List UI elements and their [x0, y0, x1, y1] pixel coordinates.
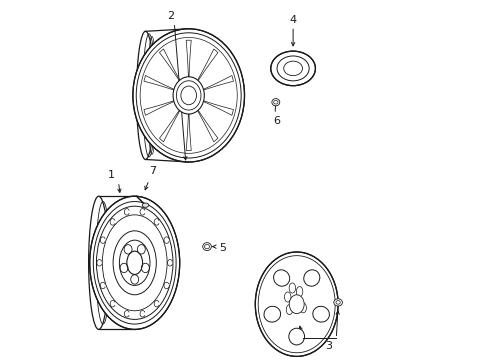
Polygon shape [186, 40, 191, 77]
Polygon shape [143, 101, 174, 115]
Ellipse shape [126, 251, 142, 274]
Ellipse shape [273, 270, 289, 286]
Text: 2: 2 [167, 11, 174, 21]
Polygon shape [159, 110, 180, 142]
Polygon shape [197, 110, 218, 142]
Ellipse shape [173, 77, 204, 114]
Text: 7: 7 [149, 166, 156, 176]
Ellipse shape [264, 306, 280, 322]
Ellipse shape [303, 270, 319, 286]
Ellipse shape [136, 31, 154, 159]
Polygon shape [197, 49, 218, 81]
Ellipse shape [89, 196, 179, 329]
Ellipse shape [203, 243, 211, 251]
Text: 4: 4 [289, 15, 296, 25]
Ellipse shape [289, 295, 304, 314]
Ellipse shape [142, 203, 148, 207]
Text: 3: 3 [325, 341, 332, 351]
Text: 1: 1 [107, 170, 115, 180]
Polygon shape [143, 76, 174, 90]
Ellipse shape [88, 196, 108, 329]
Ellipse shape [333, 299, 342, 306]
Ellipse shape [181, 86, 196, 105]
Polygon shape [186, 114, 191, 150]
Ellipse shape [133, 29, 244, 162]
Text: 6: 6 [273, 116, 280, 126]
Polygon shape [159, 49, 180, 81]
Polygon shape [203, 76, 233, 90]
Polygon shape [203, 101, 233, 115]
Ellipse shape [288, 328, 304, 345]
Ellipse shape [271, 99, 279, 106]
Ellipse shape [270, 51, 315, 86]
Text: 5: 5 [219, 243, 226, 253]
Ellipse shape [312, 306, 329, 322]
Ellipse shape [255, 252, 337, 356]
